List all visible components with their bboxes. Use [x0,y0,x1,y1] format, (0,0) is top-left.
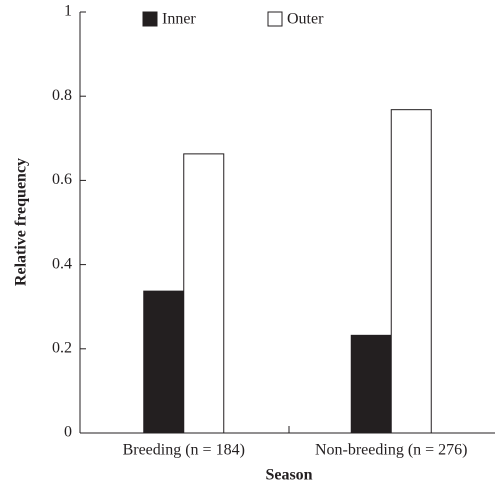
legend-label: Inner [162,11,196,28]
legend-swatch [267,11,283,27]
y-tick-label: 0.8 [52,87,72,104]
y-tick-label: 1 [64,3,72,20]
legend-label: Outer [287,11,324,28]
x-tick-label: Breeding (n = 184) [123,442,245,459]
y-tick-label: 0 [64,424,72,441]
x-tick-label: Non-breeding (n = 276) [315,442,468,459]
y-tick-label: 0.6 [52,171,72,188]
bar [183,153,225,434]
bar [390,109,432,434]
x-axis-title: Season [265,467,312,484]
y-tick-label: 0.2 [52,339,72,356]
bar [350,334,392,434]
legend-swatch [142,11,158,27]
bar [143,290,185,434]
y-axis-title: Relative frequency [13,158,30,286]
y-tick-label: 0.4 [52,255,72,272]
